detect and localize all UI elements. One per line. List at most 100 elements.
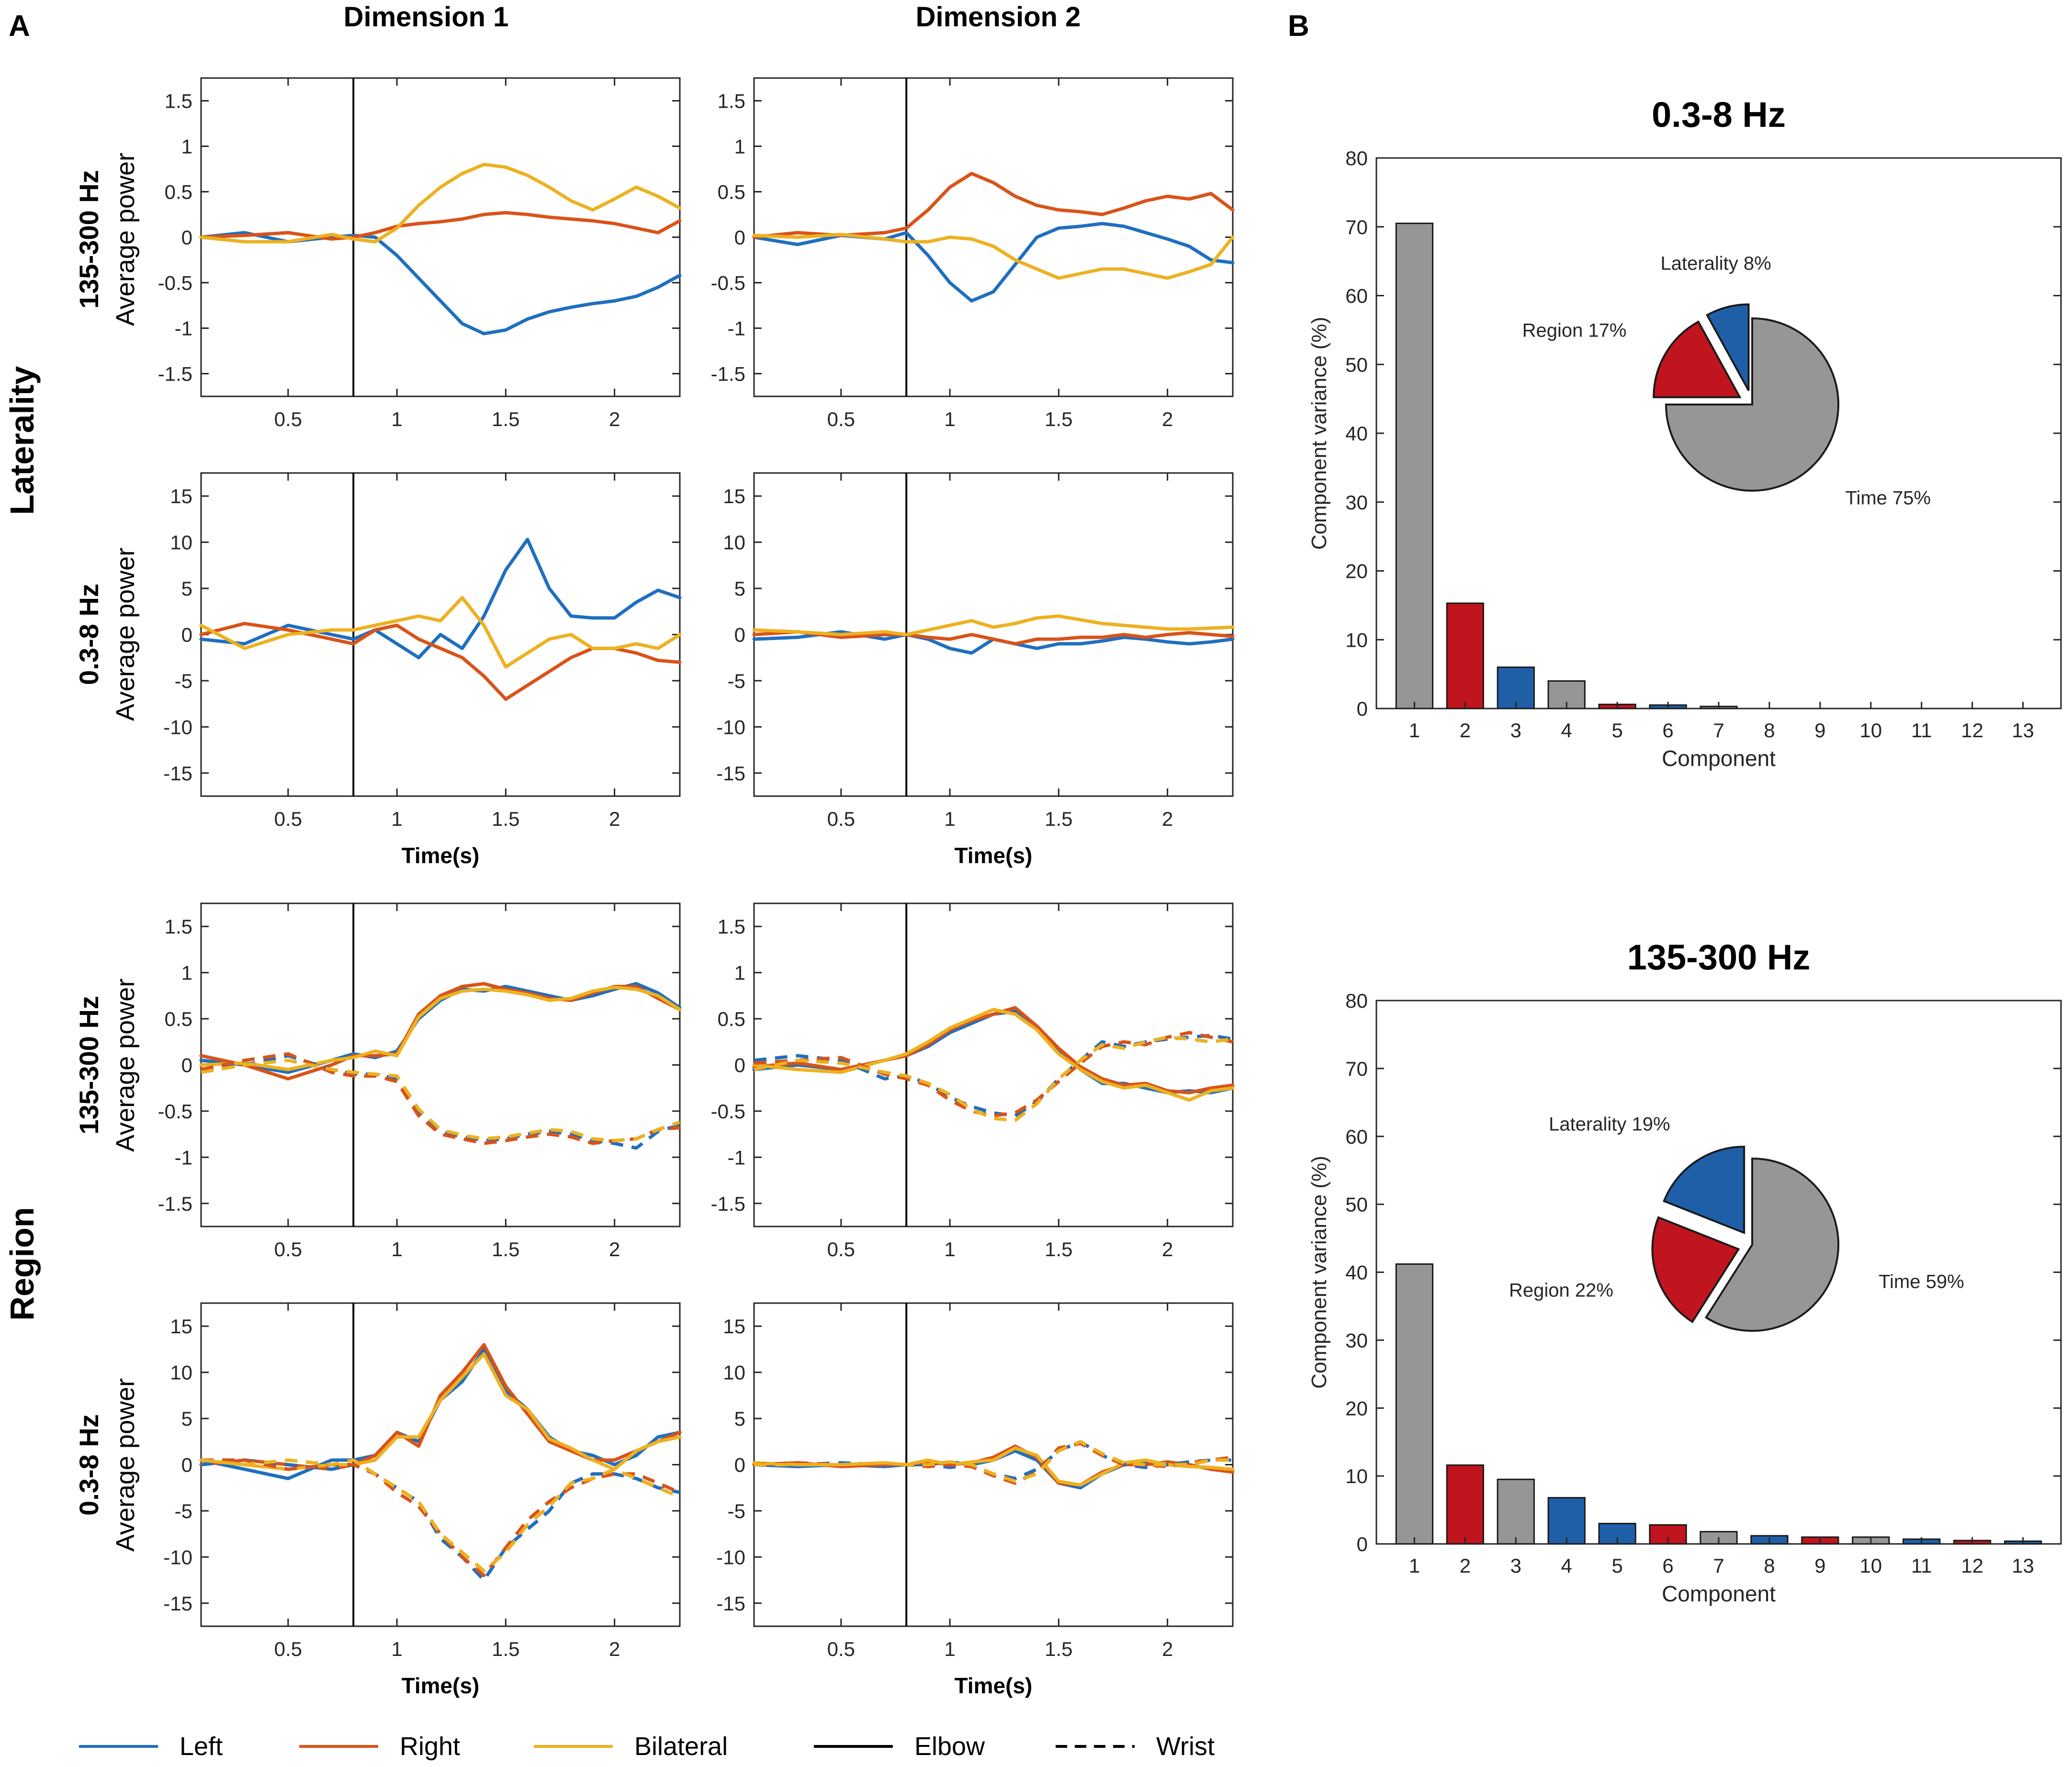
x-tick-label: 7 [1713, 719, 1724, 742]
x-tick-label: 2 [1162, 1638, 1173, 1660]
plot-frame [200, 77, 681, 397]
x-tick-label: 2 [1460, 719, 1471, 742]
y-tick-label: 1 [181, 135, 192, 158]
series-line-bilateral-elbow [752, 1008, 1235, 1102]
bar-component-1 [1395, 223, 1434, 709]
legend-label-left: Left [180, 1732, 223, 1761]
y-tick-label: 60 [1345, 1125, 1368, 1148]
line-panel-lat_lo_d2: -15 -10 -5 0 5 10 15 0.5 1 1.5 2 Time(s) [716, 472, 1235, 868]
y-tick-label: 1 [181, 962, 192, 984]
legend-label-bilateral: Bilateral [634, 1732, 728, 1761]
ylabel-lat-high: Average power [111, 153, 140, 326]
x-tick-label: 9 [1814, 1554, 1825, 1577]
y-tick-label: 0 [181, 624, 192, 646]
chart-title: 0.3-8 Hz [1652, 95, 1786, 135]
y-tick-label: 50 [1345, 353, 1368, 376]
pie-slice-time [1665, 317, 1839, 492]
y-tick-label: 5 [734, 577, 745, 600]
y-tick-label: -1 [175, 317, 192, 340]
line-panel-reg_lo_d2: -15 -10 -5 0 5 10 15 0.5 1 1.5 2 Time(s) [716, 1302, 1235, 1698]
x-tick-label: 0.5 [274, 808, 302, 830]
x-tick-label: 13 [2012, 719, 2034, 742]
y-tick-label: -1.5 [711, 1193, 745, 1215]
x-tick-label: 1 [391, 408, 402, 430]
y-tick-label: -10 [163, 1546, 192, 1568]
bar-component-4 [1547, 1497, 1586, 1545]
x-tick-label: 2 [609, 408, 620, 430]
y-tick-label: 1.5 [165, 915, 192, 938]
x-tick-label: 5 [1611, 1554, 1622, 1577]
x-tick-label: 1 [944, 1638, 955, 1660]
pie-label: Laterality 8% [1660, 253, 1771, 274]
line-panel-reg_lo_d1: -15 -10 -5 0 5 10 15 0.5 1 1.5 2 Time(s) [163, 1302, 682, 1698]
x-tick-label: 10 [1859, 1554, 1882, 1577]
y-tick-label: -0.5 [158, 272, 192, 294]
line-panel-reg_hi_d1: -1.5 -1 -0.5 0 0.5 1 1.5 0.5 1 1.5 2 [158, 902, 682, 1261]
y-tick-label: 80 [1345, 990, 1368, 1012]
x-tick-label: 5 [1611, 719, 1622, 742]
pie-slice-laterality [1663, 1146, 1745, 1235]
y-tick-label: -1 [728, 317, 745, 340]
y-tick-label: -0.5 [711, 1100, 745, 1123]
y-tick-label: -5 [728, 1500, 745, 1522]
legend-label-wrist: Wrist [1156, 1732, 1215, 1761]
x-tick-label: 1 [944, 1238, 955, 1261]
line-panel-lat_hi_d2: -1.5 -1 -0.5 0 0.5 1 1.5 0.5 1 1.5 2 [711, 77, 1235, 430]
x-tick-label: 1.5 [1045, 408, 1072, 430]
y-tick-label: 10 [1345, 629, 1368, 651]
y-tick-label: 40 [1345, 422, 1368, 445]
x-tick-label: 1 [391, 1638, 402, 1660]
y-tick-label: -1.5 [158, 363, 192, 385]
series-line-bilateral-elbow [199, 986, 682, 1071]
y-tick-label: 70 [1345, 1058, 1368, 1080]
y-tick-label: -15 [716, 762, 745, 785]
column-title-dim2: Dimension 2 [916, 1, 1081, 33]
y-tick-label: 10 [723, 1362, 745, 1384]
y-tick-label: -5 [728, 670, 745, 692]
y-tick-label: -10 [716, 716, 745, 738]
x-tick-label: 3 [1510, 719, 1521, 742]
pie-slice-time [1704, 1157, 1839, 1332]
row-label-lat-low: 0.3-8 Hz [74, 584, 104, 685]
group-label-laterality: Laterality [3, 366, 41, 515]
series-line-left [199, 538, 682, 660]
x-tick-label: 1.5 [1045, 1638, 1072, 1660]
x-tick-label: 12 [1961, 1554, 1983, 1577]
row-label-reg-high: 135-300 Hz [74, 996, 104, 1135]
y-tick-label: 40 [1345, 1261, 1368, 1284]
x-tick-label: 8 [1764, 719, 1775, 742]
x-tick-label: 3 [1510, 1554, 1521, 1577]
y-tick-label: 1 [734, 962, 745, 984]
y-tick-label: -0.5 [158, 1100, 192, 1123]
plot-frame [200, 902, 681, 1227]
x-tick-label: 0.5 [274, 408, 302, 430]
x-tick-label: 0.5 [274, 1238, 302, 1261]
bar-panel-var_low: 0.3-8 Hz 0 10 20 30 40 50 60 70 80 Component varia… [1307, 95, 2062, 771]
series-line-bilateral-wrist [754, 1440, 1233, 1483]
x-tick-label: 2 [1162, 808, 1173, 830]
ylabel-reg-high: Average power [111, 979, 140, 1152]
x-tick-label: 2 [609, 1638, 620, 1660]
y-tick-label: 1.5 [165, 90, 192, 113]
y-tick-label: -5 [175, 1500, 192, 1522]
y-tick-label: 70 [1345, 216, 1368, 238]
line-panel-lat_lo_d1: -15 -10 -5 0 5 10 15 0.5 1 1.5 2 Time(s) [163, 472, 682, 868]
bar-component-3 [1497, 1478, 1535, 1545]
x-tick-label: 6 [1662, 1554, 1673, 1577]
bar-component-3 [1497, 666, 1535, 709]
series-line-right-wrist [201, 1052, 680, 1145]
y-tick-label: -10 [716, 1546, 745, 1568]
x-axis-label: Time(s) [955, 1673, 1033, 1698]
y-tick-label: 0 [734, 226, 745, 249]
y-tick-label: 15 [723, 485, 745, 507]
y-tick-label: 0 [181, 1454, 192, 1476]
y-tick-label: -5 [175, 670, 192, 692]
bar-component-1 [1395, 1263, 1434, 1545]
y-tick-label: 5 [734, 1407, 745, 1430]
x-tick-label: 12 [1961, 719, 1983, 742]
y-tick-label: 30 [1345, 491, 1368, 514]
y-tick-label: 0 [1357, 1533, 1368, 1555]
x-tick-label: 2 [1162, 408, 1173, 430]
pie-slice-laterality [1706, 303, 1750, 391]
